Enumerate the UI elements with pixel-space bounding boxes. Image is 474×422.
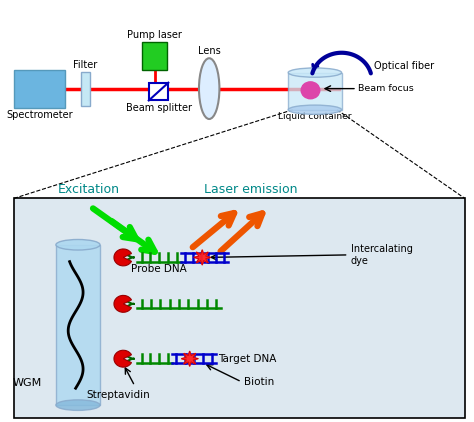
Bar (14, 198, 465, 418)
Text: Pump laser: Pump laser (127, 30, 182, 40)
Ellipse shape (56, 240, 100, 250)
Bar (288, 73, 342, 110)
Text: Streptavidin: Streptavidin (87, 390, 150, 400)
Ellipse shape (288, 68, 342, 77)
Wedge shape (114, 249, 131, 266)
Text: Spectrometer: Spectrometer (6, 110, 73, 120)
Text: Beam splitter: Beam splitter (126, 103, 191, 113)
Bar (149, 83, 168, 100)
Ellipse shape (288, 105, 342, 114)
Ellipse shape (199, 58, 219, 119)
Text: Probe DNA: Probe DNA (131, 264, 187, 274)
Text: Lens: Lens (198, 46, 220, 56)
Circle shape (301, 82, 320, 99)
Text: Biotin: Biotin (244, 377, 274, 387)
Text: WGM: WGM (13, 378, 42, 388)
Wedge shape (114, 350, 131, 367)
Ellipse shape (56, 400, 100, 410)
Text: Liquid container: Liquid container (278, 112, 352, 121)
Text: Laser emission: Laser emission (204, 183, 298, 196)
Text: Target DNA: Target DNA (219, 354, 277, 364)
Bar (14, 70, 65, 108)
Bar (82, 72, 90, 106)
Text: Intercalating
dye: Intercalating dye (351, 244, 413, 266)
Bar (142, 42, 167, 70)
Text: Optical fiber: Optical fiber (374, 62, 434, 71)
Text: Beam focus: Beam focus (358, 84, 414, 93)
Wedge shape (114, 295, 131, 312)
Bar (56, 245, 100, 405)
Text: Filter: Filter (73, 60, 98, 70)
Text: Excitation: Excitation (57, 183, 119, 196)
Polygon shape (194, 250, 210, 265)
Polygon shape (182, 351, 198, 366)
